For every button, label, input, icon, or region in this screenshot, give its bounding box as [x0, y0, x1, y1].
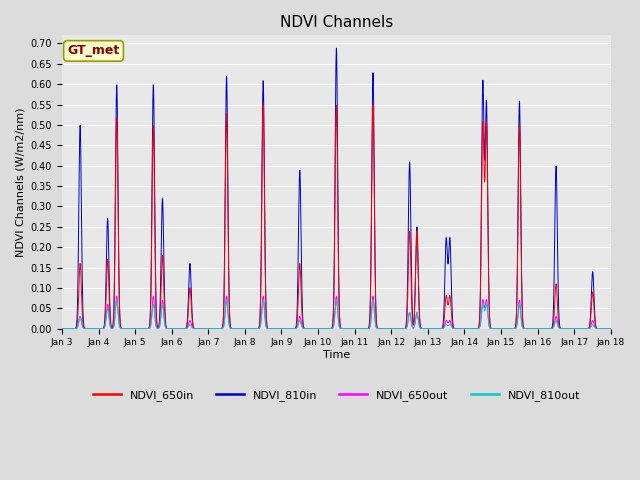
Title: NDVI Channels: NDVI Channels [280, 15, 393, 30]
Y-axis label: NDVI Channels (W/m2/nm): NDVI Channels (W/m2/nm) [15, 107, 25, 257]
Text: GT_met: GT_met [67, 45, 120, 58]
X-axis label: Time: Time [323, 350, 350, 360]
Legend: NDVI_650in, NDVI_810in, NDVI_650out, NDVI_810out: NDVI_650in, NDVI_810in, NDVI_650out, NDV… [88, 385, 584, 405]
